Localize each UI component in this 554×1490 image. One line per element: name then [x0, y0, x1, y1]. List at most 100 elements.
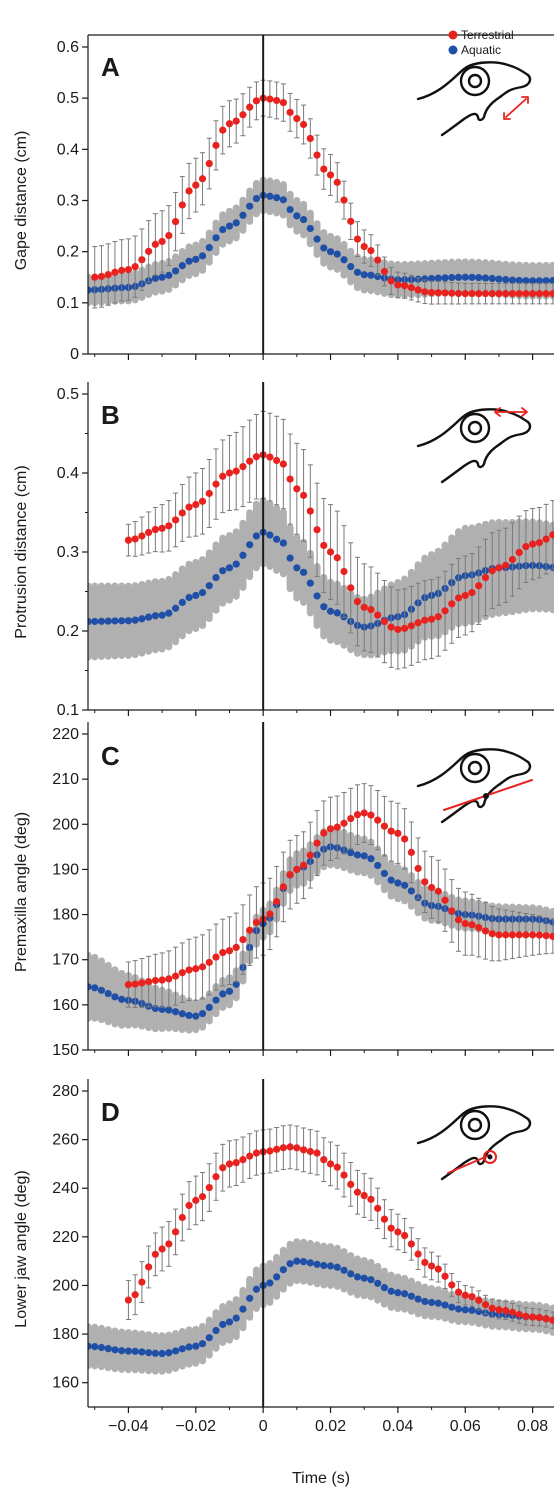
data-point — [549, 1316, 554, 1324]
data-point — [299, 120, 308, 129]
gape-arrow-head — [521, 96, 529, 104]
data-point — [461, 273, 469, 281]
data-point — [306, 507, 314, 515]
data-point — [313, 1260, 321, 1268]
y-tick-label: 260 — [52, 1132, 79, 1149]
jaw-outline — [440, 782, 502, 824]
data-point — [192, 1342, 200, 1350]
data-point — [185, 966, 193, 974]
y-tick-label: 0.2 — [57, 244, 79, 261]
protrusion-distance-icon — [416, 407, 532, 484]
data-point — [192, 181, 200, 189]
data-point — [320, 1261, 328, 1270]
data-point — [266, 531, 274, 539]
x-tick-label: 0.04 — [382, 1418, 413, 1435]
data-point — [475, 1296, 483, 1304]
data-point — [320, 1156, 328, 1164]
data-point — [360, 1274, 368, 1282]
data-point — [394, 879, 402, 887]
data-point — [407, 848, 415, 856]
data-point — [387, 1287, 395, 1295]
data-point — [347, 814, 355, 823]
data-point — [360, 242, 368, 251]
data-point — [522, 542, 530, 551]
data-point — [313, 839, 321, 847]
data-point — [118, 1347, 126, 1355]
head-outline-upper — [416, 748, 532, 788]
data-point — [252, 453, 261, 461]
data-point — [441, 289, 449, 297]
data-point — [549, 932, 554, 940]
data-point — [151, 240, 159, 248]
data-point — [239, 935, 247, 944]
data-point — [502, 1306, 510, 1315]
data-point — [171, 1008, 180, 1016]
lower-jaw-angle-line — [447, 1154, 491, 1174]
data-point — [529, 290, 537, 298]
plot-area — [88, 410, 554, 670]
data-point — [198, 1340, 207, 1348]
data-point — [124, 980, 133, 989]
data-point — [158, 976, 166, 984]
data-point — [360, 809, 368, 817]
data-point — [192, 1196, 200, 1204]
data-point — [266, 1147, 274, 1155]
data-point — [353, 268, 362, 276]
data-point — [320, 244, 328, 252]
legend-terrestrial-label: Terrestrial — [461, 28, 514, 42]
data-point — [97, 1343, 106, 1352]
data-point — [320, 165, 328, 173]
data-point — [448, 289, 456, 297]
data-point — [252, 1149, 261, 1157]
data-point — [434, 1265, 442, 1273]
data-point — [158, 611, 166, 619]
y-tick-label: 0 — [70, 346, 79, 363]
data-point — [178, 1010, 186, 1018]
data-point — [299, 1258, 308, 1266]
data-point — [434, 887, 442, 895]
data-point — [104, 1345, 112, 1353]
data-point — [401, 624, 409, 632]
data-point — [394, 625, 402, 634]
data-point — [131, 263, 139, 271]
data-point — [454, 916, 463, 924]
y-axis-label: Protrusion distance (cm) — [13, 465, 30, 638]
data-point — [340, 256, 348, 264]
data-point — [151, 976, 159, 985]
data-point — [151, 1349, 159, 1357]
data-point — [448, 907, 456, 915]
data-point — [198, 175, 207, 183]
data-point — [279, 1144, 287, 1152]
gape-arrow-line — [505, 98, 527, 118]
data-point — [313, 592, 321, 600]
data-point — [286, 870, 294, 879]
panel-a: 0 0.1 0.2 0.3 0.4 0.5 0.6 Gape distance (cm) A — [13, 34, 554, 363]
data-point — [468, 273, 476, 281]
data-point — [185, 1343, 193, 1351]
data-point — [306, 851, 314, 859]
y-tick-label: 240 — [52, 1180, 79, 1197]
data-point — [508, 931, 517, 939]
data-point — [468, 921, 476, 929]
data-point — [475, 582, 483, 590]
data-point — [111, 617, 119, 625]
data-point — [394, 829, 402, 837]
panel-letter: B — [101, 400, 120, 430]
data-point — [97, 617, 106, 625]
data-point — [475, 290, 483, 298]
data-point — [387, 827, 395, 835]
data-point — [333, 250, 341, 258]
data-point — [481, 290, 490, 298]
data-point — [104, 270, 112, 279]
data-point — [340, 1266, 348, 1274]
data-point — [225, 564, 234, 572]
data-point — [178, 1213, 186, 1222]
data-point — [529, 277, 537, 285]
data-point — [502, 275, 510, 284]
data-point — [401, 1231, 409, 1240]
data-point — [522, 290, 530, 298]
data-point — [97, 986, 106, 994]
data-point — [299, 861, 308, 869]
data-point — [205, 159, 213, 168]
data-point — [414, 1295, 422, 1303]
